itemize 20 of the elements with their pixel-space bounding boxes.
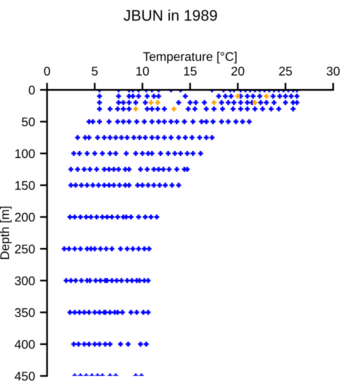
y-tick-label: 0 — [28, 86, 35, 95]
y-tick-label: 100 — [15, 149, 35, 158]
x-axis-title: Temperature [°C] — [143, 52, 237, 64]
y-tick-label: 450 — [14, 372, 35, 381]
y-axis-title: Depth [m] — [0, 206, 12, 259]
x-tick-label: 0 — [44, 66, 50, 76]
y-tick-label: 250 — [15, 244, 35, 254]
x-tick-label: 15 — [184, 66, 197, 76]
y-tick-label: 200 — [15, 212, 35, 222]
y-tick-label: 150 — [15, 181, 35, 190]
x-tick-label: 20 — [231, 66, 244, 76]
x-tick-label: 30 — [326, 66, 340, 76]
x-tick-label: 5 — [92, 66, 98, 76]
chart-title: JBUN in 1989 — [124, 10, 217, 21]
x-tick-label: 25 — [279, 66, 292, 76]
x-tick-label: 10 — [136, 66, 149, 76]
y-tick-label: 50 — [22, 117, 35, 126]
y-tick-label: 350 — [14, 308, 35, 318]
y-tick-label: 300 — [14, 276, 35, 286]
y-tick-label: 400 — [14, 340, 35, 349]
